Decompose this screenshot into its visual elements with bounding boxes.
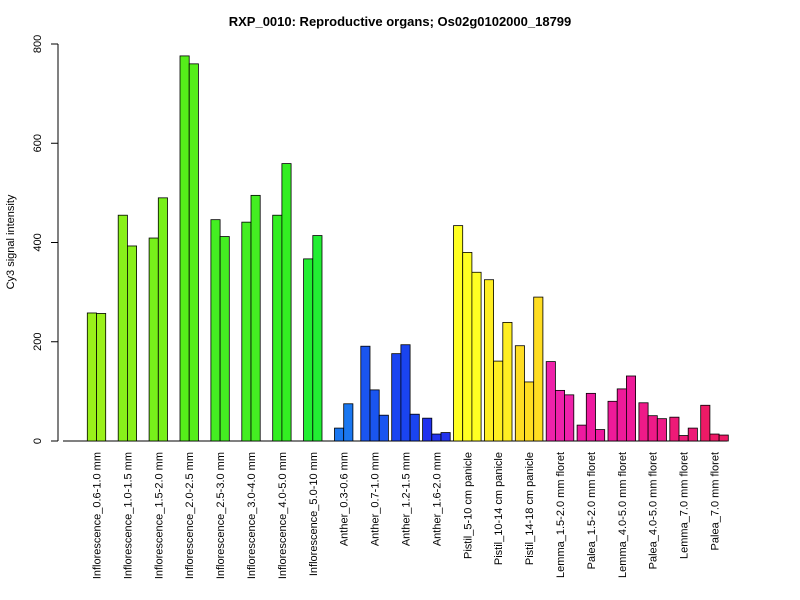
y-axis-label: Cy3 signal intensity: [5, 194, 17, 289]
bar: [718, 434, 729, 442]
bar: [117, 214, 128, 442]
bar: [343, 403, 354, 442]
bar: [453, 225, 464, 442]
x-tick-label: Inflorescence_2.0-2.5 mm: [184, 452, 196, 579]
y-tick-label: 400: [32, 233, 44, 251]
bar: [378, 414, 389, 442]
x-tick-label: Inflorescence_2.5-3.0 mm: [215, 452, 227, 579]
bar: [272, 214, 283, 442]
x-tick-label: Lemma_4.0-5.0 mm floret: [617, 452, 629, 578]
x-tick-label: Pistil_14-18 cm panicle: [524, 452, 536, 565]
x-tick-label: Inflorescence_1.0-1.5 mm: [122, 452, 134, 579]
bar: [157, 197, 168, 442]
bar: [86, 312, 97, 442]
x-tick-label: Anther_0.3-0.6 mm: [339, 452, 351, 546]
x-tick-label: Palea_7.0 mm floret: [710, 452, 722, 550]
bar: [576, 424, 587, 442]
bar: [502, 321, 513, 442]
bar: [471, 271, 482, 442]
bar: [678, 435, 689, 442]
bar: [493, 360, 504, 442]
bar: [179, 55, 190, 442]
bar: [626, 375, 637, 442]
bar: [431, 433, 442, 442]
x-tick-label: Inflorescence_0.6-1.0 mm: [92, 452, 104, 579]
bar: [700, 404, 711, 442]
x-tick-label: Anther_1.2-1.5 mm: [401, 452, 413, 546]
bar: [585, 392, 596, 442]
bar: [545, 361, 556, 442]
bar: [687, 427, 698, 442]
bar: [564, 394, 575, 442]
bar: [281, 163, 292, 442]
x-tick-label: Palea_4.0-5.0 mm floret: [648, 452, 660, 569]
bar: [391, 353, 402, 442]
x-tick-label: Lemma_1.5-2.0 mm floret: [555, 452, 567, 578]
bar: [709, 433, 720, 442]
x-tick-label: Anther_1.6-2.0 mm: [431, 452, 443, 546]
x-tick-label: Palea_1.5-2.0 mm floret: [586, 452, 598, 569]
chart-title: RXP_0010: Reproductive organs; Os02g0102…: [229, 14, 572, 29]
x-tick-label: Inflorescence_4.0-5.0 mm: [277, 452, 289, 579]
bar: [127, 245, 138, 442]
x-tick-label: Pistil_10-14 cm panicle: [493, 452, 505, 565]
bar: [514, 345, 525, 442]
bar: [303, 258, 314, 442]
bar: [555, 389, 566, 442]
x-tick-label: Inflorescence_1.5-2.0 mm: [153, 452, 165, 579]
y-tick-label: 0: [32, 438, 44, 444]
bar: [483, 279, 494, 442]
bar: [440, 432, 451, 442]
bar: [148, 237, 159, 442]
bar: [369, 389, 380, 442]
bar: [210, 219, 221, 442]
x-tick-label: Lemma_7.0 mm floret: [679, 452, 691, 559]
y-axis-ticks: 0 200 400 600 800: [32, 35, 58, 444]
bar: [96, 313, 107, 442]
bar: [656, 418, 667, 442]
bar: [241, 221, 252, 442]
y-tick-label: 600: [32, 134, 44, 152]
bar: [422, 417, 433, 442]
bar: [462, 252, 473, 442]
bar: [616, 388, 627, 442]
x-tick-label: Anther_0.7-1.0 mm: [370, 452, 382, 546]
bar: [607, 400, 618, 442]
x-tick-label: Inflorescence_3.0-4.0 mm: [246, 452, 258, 579]
bar: [595, 429, 606, 442]
bar: [409, 413, 420, 442]
bar: [400, 344, 411, 442]
bars: [86, 55, 729, 442]
x-tick-label: Inflorescence_5.0-10 mm: [308, 452, 320, 576]
bar: [647, 415, 658, 442]
y-tick-label: 800: [32, 35, 44, 53]
bar: [669, 416, 680, 442]
bar: [638, 402, 649, 442]
x-axis-labels: Inflorescence_0.6-1.0 mm Inflorescence_1.…: [92, 452, 722, 579]
bar: [524, 381, 535, 442]
bar: [533, 296, 544, 442]
bar: [334, 427, 345, 442]
bar: [312, 235, 323, 442]
bar: [360, 345, 371, 442]
bar: [250, 194, 261, 442]
y-tick-label: 200: [32, 333, 44, 351]
bar: [188, 63, 199, 442]
bar: [219, 236, 230, 442]
x-tick-label: Pistil_5-10 cm panicle: [462, 452, 474, 559]
